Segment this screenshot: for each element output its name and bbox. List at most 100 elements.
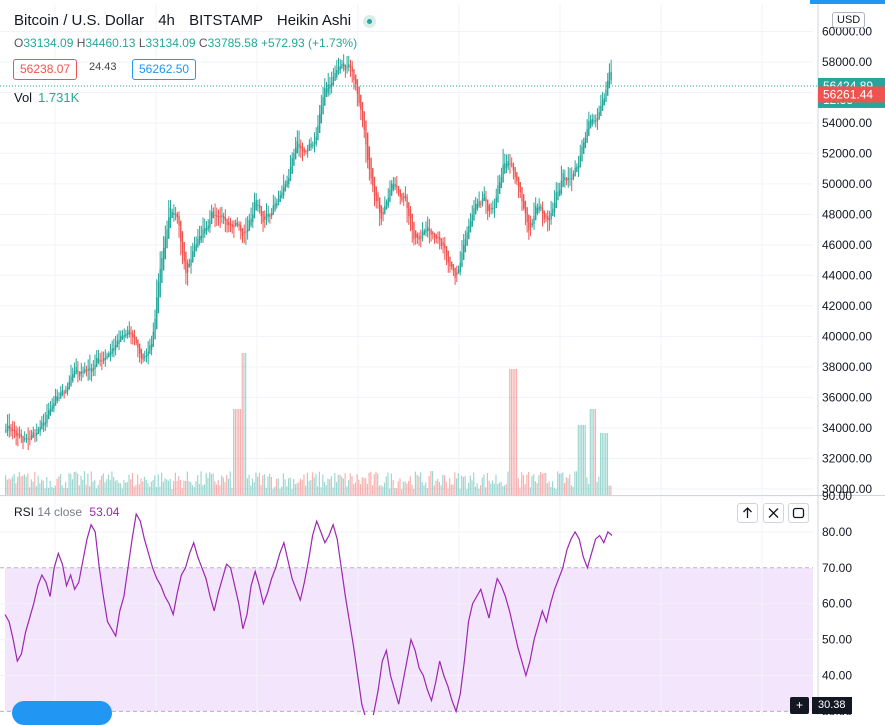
candle-body xyxy=(385,201,388,210)
rsi-legend[interactable]: RSI 14 close 53.04 xyxy=(14,505,119,519)
move-pane-up-button[interactable] xyxy=(737,503,758,523)
candle-body xyxy=(231,224,233,227)
candle-body xyxy=(541,207,544,214)
symbol-header[interactable]: Bitcoin / U.S. Dollar 4h BITSTAMP Heikin… xyxy=(14,12,377,29)
volume-bar xyxy=(413,488,415,495)
volume-bar xyxy=(133,486,135,495)
candle-body xyxy=(77,370,79,373)
candle-body xyxy=(130,332,132,335)
spread-value: 24.43 xyxy=(89,61,117,73)
candle-body xyxy=(85,370,88,372)
volume-bar xyxy=(452,484,454,495)
volume-bar xyxy=(519,487,521,495)
candle-body xyxy=(423,230,425,236)
price-tick-label: 50000.00 xyxy=(822,177,872,191)
open-label: O xyxy=(14,36,24,50)
candle-body xyxy=(217,216,220,218)
candle-body xyxy=(499,182,501,194)
candle-body xyxy=(125,334,127,337)
candle-body xyxy=(312,145,314,147)
candle-body xyxy=(243,232,245,234)
volume-bar xyxy=(428,475,430,495)
plus-icon[interactable]: + xyxy=(790,697,809,714)
candle-body xyxy=(188,263,191,268)
volume-bar xyxy=(185,481,187,495)
volume-bar xyxy=(61,485,63,495)
candle-body xyxy=(106,355,108,359)
volume-bar xyxy=(337,474,339,495)
volume-bar xyxy=(116,480,118,495)
candle-body xyxy=(180,220,182,242)
volume-bar xyxy=(178,476,180,495)
volume-bar xyxy=(359,484,362,495)
candle-body xyxy=(456,272,458,275)
candle-body xyxy=(377,193,379,201)
candle-body xyxy=(186,262,189,273)
live-dot-icon xyxy=(363,14,377,28)
sell-button[interactable]: 56238.07 xyxy=(13,59,78,80)
volume-bar xyxy=(44,488,46,495)
currency-button[interactable]: USD xyxy=(832,12,866,28)
volume-legend[interactable]: Vol 1.731K xyxy=(14,90,79,105)
candle-body xyxy=(454,267,456,278)
interval-label[interactable]: 4h xyxy=(158,12,175,29)
volume-bar xyxy=(207,477,209,495)
volume-bar xyxy=(577,425,579,495)
volume-bar xyxy=(236,409,238,495)
volume-bar xyxy=(186,471,188,495)
candle-body xyxy=(253,202,256,219)
candle-body xyxy=(562,173,564,187)
volume-bar xyxy=(435,480,437,495)
volume-bar xyxy=(610,485,612,495)
rsi-settings: 14 close xyxy=(37,505,83,519)
volume-bar xyxy=(104,482,106,495)
candle-body xyxy=(147,351,149,356)
candle-body xyxy=(396,185,398,187)
volume-bar xyxy=(469,475,471,495)
exchange-label: BITSTAMP xyxy=(189,12,263,29)
volume-bar xyxy=(371,485,374,495)
rsi-tick-label: 90.00 xyxy=(822,489,852,503)
candle-body xyxy=(207,225,209,230)
volume-bar xyxy=(202,485,204,495)
candle-body xyxy=(236,223,239,225)
price-tick-label: 32000.00 xyxy=(822,451,872,465)
volume-bar xyxy=(229,471,231,495)
candle-body xyxy=(548,218,551,221)
candle-body xyxy=(322,97,324,115)
candle-body xyxy=(255,199,257,211)
volume-bar xyxy=(433,485,435,495)
volume-bar xyxy=(195,481,197,495)
volume-bar xyxy=(41,479,43,495)
close-pane-button[interactable] xyxy=(763,503,784,523)
chart-style-label[interactable]: Heikin Ashi xyxy=(276,12,352,29)
candle-body xyxy=(368,146,371,170)
candle-body xyxy=(608,71,611,89)
candle-body xyxy=(114,344,117,350)
volume-bar xyxy=(94,480,96,495)
tradingview-badge[interactable] xyxy=(12,701,112,725)
candle-body xyxy=(416,234,419,238)
volume-bar xyxy=(461,475,463,495)
candle-body xyxy=(337,66,340,74)
volume-bar xyxy=(197,475,199,495)
candle-body xyxy=(426,226,429,232)
candle-body xyxy=(214,214,216,216)
volume-bar xyxy=(479,485,482,495)
candle-body xyxy=(593,120,595,122)
candle-body xyxy=(351,66,353,72)
volume-bar xyxy=(263,474,266,495)
maximize-pane-button[interactable] xyxy=(788,503,809,523)
candle-body xyxy=(238,223,240,227)
volume-bar xyxy=(587,484,590,495)
volume-bar xyxy=(473,472,475,495)
candle-body xyxy=(84,369,86,372)
price-candles xyxy=(5,54,612,450)
volume-bar xyxy=(270,476,272,495)
rsi-label: RSI xyxy=(14,505,35,519)
buy-button[interactable]: 56262.50 xyxy=(132,59,197,80)
maximize-icon xyxy=(792,507,805,519)
volume-bar xyxy=(383,482,386,495)
candle-body xyxy=(481,198,484,204)
volume-bar xyxy=(239,409,242,495)
